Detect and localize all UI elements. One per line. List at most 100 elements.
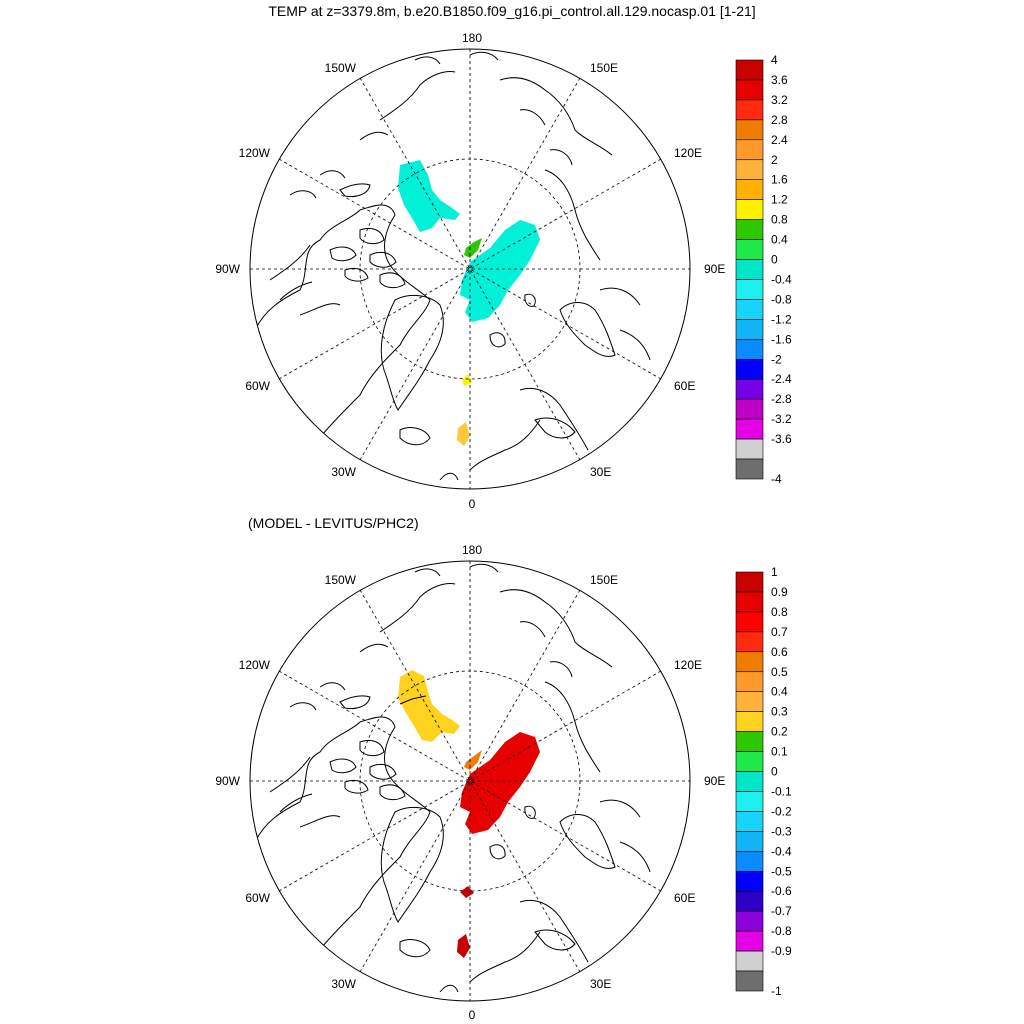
colorbar-label: -4: [771, 472, 782, 486]
colorbar-swatch: [735, 631, 764, 653]
patch-darkred-1: [460, 886, 474, 898]
label-upper-left-2: 120W: [239, 146, 271, 160]
colorbar-swatch: [735, 438, 764, 460]
colorbar-swatch: [735, 398, 764, 420]
map-border: [249, 48, 691, 490]
label-right: 90E: [704, 262, 725, 276]
colorbar-label: -0.8: [771, 924, 792, 938]
polar-map-model-temperature: 180 0 90W 90E 150W 120W 60W 30W 150E 120…: [215, 31, 792, 511]
colorbar-label: 0: [771, 765, 778, 779]
colorbar-swatch: [735, 691, 764, 712]
colorbar-swatch: [735, 930, 764, 952]
colorbar-swatch: [735, 418, 764, 440]
colorbar-swatch: [735, 811, 764, 832]
map-axis-labels: 180 0 90W 90E 150W 120W 60W 30W 150E 120…: [215, 543, 725, 1022]
colorbar-label: 2.4: [771, 133, 788, 147]
label-upper-right-1: 150E: [590, 573, 618, 587]
colorbar-swatch: [735, 711, 764, 732]
colorbar-swatch: [735, 239, 764, 260]
label-lower-left-1: 60W: [245, 891, 270, 905]
colorbar-swatch: [735, 159, 764, 181]
data-patches: [398, 160, 540, 446]
patch-green-small: [464, 238, 482, 258]
label-upper-left-1: 150W: [325, 573, 357, 587]
colorbar-swatch: [735, 99, 764, 121]
colorbar-swatch: [735, 219, 764, 240]
label-left: 90W: [215, 262, 240, 276]
label-right: 90E: [704, 774, 725, 788]
colorbar-label: -1: [771, 984, 782, 998]
colorbar-label: 0.7: [771, 625, 788, 639]
colorbar-swatch: [735, 950, 764, 972]
colorbar-swatch: [735, 831, 764, 852]
colorbar-label: 4: [771, 53, 778, 67]
colorbar-label: -0.4: [771, 844, 792, 858]
label-lower-left-2: 30W: [331, 465, 356, 479]
label-top: 180: [462, 31, 482, 45]
patch-beaufort: [398, 160, 460, 232]
colorbar-label: 0.2: [771, 725, 788, 739]
colorbar-label: -0.3: [771, 824, 792, 838]
figure-subtitle: (MODEL - LEVITUS/PHC2): [248, 515, 419, 531]
colorbar-swatch: [735, 970, 764, 992]
label-bottom: 0: [469, 1008, 476, 1022]
colorbar-label: 0.6: [771, 645, 788, 659]
colorbar-label: 0.8: [771, 213, 788, 227]
patch-orange-1: [457, 422, 470, 446]
label-left: 90W: [215, 774, 240, 788]
colorbar-swatch: [735, 339, 764, 360]
colorbar-label: 3.6: [771, 73, 788, 87]
patch-eurasian-basin: [460, 220, 540, 322]
colorbar-swatch: [735, 791, 764, 812]
colorbar-label: -0.9: [771, 944, 792, 958]
colorbar-label: -0.2: [771, 804, 792, 818]
patch-beaufort-diff: [398, 670, 460, 742]
colorbar-swatch: [735, 119, 764, 141]
colorbar-swatch: [735, 299, 764, 320]
colorbar-model-temperature: 4 3.6 3.2 2.8 2.4 2 1.6 1.2 0.8 0.4 0 -0.4 -0.8 -1.2 -…: [735, 53, 792, 486]
colorbar-label: -0.6: [771, 884, 792, 898]
label-top: 180: [462, 543, 482, 557]
colorbar-label: 2.8: [771, 113, 788, 127]
polar-map-model-minus-levitus: 180 0 90W 90E 150W 120W 60W 30W 150E 120…: [215, 543, 792, 1022]
colorbar-swatch: [735, 458, 764, 480]
colorbar-label: -2.8: [771, 392, 792, 406]
data-patches: [398, 670, 540, 958]
colorbar-label: -0.8: [771, 292, 792, 306]
label-lower-left-1: 60W: [245, 379, 270, 393]
colorbar-label: 0.8: [771, 605, 788, 619]
colorbar-swatch: [735, 179, 764, 200]
map-axis-labels: 180 0 90W 90E 150W 120W 60W 30W 150E 120…: [215, 31, 725, 511]
coastlines: [254, 51, 651, 481]
colorbar-swatch: [735, 59, 764, 81]
colorbar-swatch: [735, 139, 764, 161]
label-lower-right-2: 30E: [590, 977, 611, 991]
colorbar-label: -0.7: [771, 904, 792, 918]
label-upper-right-2: 120E: [674, 658, 702, 672]
colorbar-swatch: [735, 611, 764, 633]
colorbar-label: 1.6: [771, 173, 788, 187]
figure-title: TEMP at z=3379.8m, b.e20.B1850.f09_g16.p…: [268, 3, 756, 19]
label-upper-right-1: 150E: [590, 61, 618, 75]
colorbar-swatch: [735, 279, 764, 300]
colorbar-swatch: [735, 910, 764, 932]
colorbar-label: -2: [771, 352, 782, 366]
colorbar-label: -1.2: [771, 312, 792, 326]
map-border: [249, 560, 691, 1002]
colorbar-model-minus-levitus: 1 0.9 0.8 0.7 0.6 0.5 0.4 0.3 0.2 0.1 0 -0.1 -0.2 -0.…: [735, 565, 792, 998]
colorbar-swatch: [735, 319, 764, 340]
colorbar-label: 3.2: [771, 93, 788, 107]
colorbar-label: 0.4: [771, 233, 788, 247]
label-lower-right-1: 60E: [674, 891, 695, 905]
colorbar-swatch: [735, 851, 764, 872]
graticule: [250, 49, 690, 489]
colorbar-swatch: [735, 199, 764, 220]
colorbar-label: 0.3: [771, 705, 788, 719]
colorbar-swatch: [735, 751, 764, 772]
colorbar-label: 0.1: [771, 745, 788, 759]
colorbar-swatch: [735, 259, 764, 280]
colorbar-label: -0.1: [771, 784, 792, 798]
colorbar-swatch: [735, 571, 764, 593]
